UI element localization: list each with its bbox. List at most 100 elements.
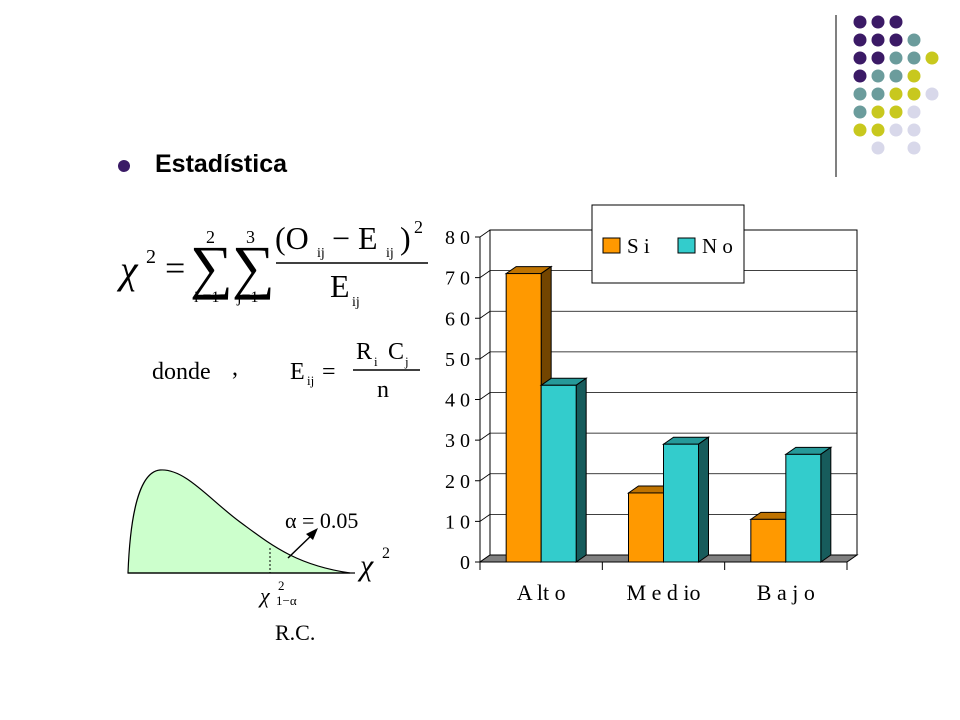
- sum2-lower: j=1: [236, 289, 258, 306]
- bullet-icon: [118, 160, 130, 172]
- bar-chart: 0 1 0 2 0 3 0 4 0 5 0 6 0 7 0 8 0 A lt o M e d io…: [445, 204, 859, 605]
- sum1-lower: i =1: [194, 289, 219, 306]
- decor-dot: [871, 141, 885, 155]
- frac-r: R: [356, 339, 372, 365]
- y-tick-label: 2 0: [445, 471, 470, 493]
- denominator: E: [330, 268, 350, 304]
- sigma-1-icon: ∑: [190, 234, 233, 300]
- decor-dot: [871, 15, 885, 29]
- numerator-minus: − E: [332, 220, 378, 256]
- frac-r-sub: i: [374, 354, 378, 369]
- numerator-close: ): [400, 220, 411, 256]
- e-sub: ij: [307, 373, 314, 388]
- bar: [785, 453, 822, 563]
- alpha-label: α = 0.05: [285, 508, 358, 533]
- bar: [540, 384, 577, 563]
- legend-label: S i: [627, 234, 650, 258]
- rc-label: R.C.: [275, 620, 315, 645]
- decor-dot: [853, 69, 867, 83]
- decor-dot: [853, 105, 867, 119]
- chi-axis-label: χ: [357, 549, 374, 582]
- side-grid-line: [479, 351, 491, 360]
- decor-dot: [889, 87, 903, 101]
- decor-dot: [907, 141, 921, 155]
- decor-dot: [853, 87, 867, 101]
- slide-heading: Estadística: [155, 150, 288, 178]
- denominator-sub: ij: [352, 295, 360, 310]
- bar: [663, 443, 699, 563]
- equals-sign: =: [165, 248, 185, 288]
- x-tick-label: B a j o: [757, 580, 815, 605]
- bar: [628, 492, 664, 563]
- numerator-sub-2: ij: [386, 246, 394, 261]
- y-tick-label: 3 0: [445, 430, 470, 452]
- chi-exponent: 2: [146, 246, 156, 268]
- decorative-divider: [835, 15, 837, 177]
- frac-c: C: [388, 339, 404, 365]
- bar: [750, 518, 787, 563]
- comma: ,: [232, 355, 238, 381]
- x-tick-label: M e d io: [627, 580, 701, 605]
- side-grid-line: [479, 310, 491, 319]
- decor-dot: [907, 105, 921, 119]
- sigma-2-icon: ∑: [232, 234, 275, 300]
- frac-c-sub: j: [404, 354, 409, 369]
- decor-dot: [871, 69, 885, 83]
- decor-dot: [871, 105, 885, 119]
- decor-dot: [853, 33, 867, 47]
- y-tick-label: 7 0: [445, 268, 470, 290]
- decor-dot: [871, 33, 885, 47]
- legend-label: N o: [702, 234, 733, 258]
- decorative-dot-grid: [853, 15, 939, 155]
- y-tick-label: 4 0: [445, 390, 470, 412]
- decor-dot: [853, 15, 867, 29]
- y-tick-label: 0: [460, 552, 470, 574]
- bar-side: [698, 436, 709, 563]
- side-grid-line: [479, 432, 491, 441]
- side-grid-line: [479, 514, 491, 522]
- donde-label: donde: [152, 359, 211, 385]
- chi-symbol: χ: [116, 247, 139, 292]
- decor-dot: [907, 51, 921, 65]
- numerator-exponent: 2: [414, 217, 423, 237]
- decor-dot: [853, 51, 867, 65]
- critical-value-label: χ: [258, 583, 271, 608]
- numerator-sub-1: ij: [317, 246, 325, 261]
- legend-swatch: [602, 237, 621, 254]
- critical-value-sub: 1−α: [276, 593, 297, 608]
- chi-square-formula: χ 2 = 2 ∑ i =1 3 ∑ j=1 (O ij − E ij ) 2 …: [116, 217, 428, 403]
- y-tick-label: 1 0: [445, 511, 470, 533]
- decor-dot: [889, 123, 903, 137]
- e-equals: =: [322, 359, 336, 385]
- side-grid-line: [479, 473, 491, 482]
- decor-dot: [853, 123, 867, 137]
- decor-dot: [889, 15, 903, 29]
- chart-x-labels: A lt o M e d io B a j o: [479, 562, 848, 605]
- decor-dot: [907, 87, 921, 101]
- chi-axis-exponent: 2: [382, 545, 390, 562]
- decor-dot: [889, 69, 903, 83]
- decor-dot: [871, 87, 885, 101]
- decor-dot: [907, 123, 921, 137]
- decor-dot: [907, 69, 921, 83]
- y-tick-label: 8 0: [445, 227, 470, 249]
- arrow-head-icon: [306, 528, 318, 540]
- sum2-upper: 3: [246, 227, 255, 247]
- side-grid-line: [479, 270, 491, 278]
- e-label: E: [290, 359, 305, 385]
- x-tick-label: A lt o: [517, 580, 566, 605]
- side-grid-line: [479, 229, 491, 238]
- critical-value-exponent: 2: [278, 578, 285, 593]
- decor-dot: [925, 87, 939, 101]
- frac-den: n: [377, 377, 389, 403]
- bar-side: [820, 446, 832, 563]
- bar: [505, 273, 542, 563]
- decor-dot: [871, 51, 885, 65]
- chart-bars: [504, 265, 833, 563]
- decor-dot: [925, 51, 939, 65]
- decor-dot: [889, 105, 903, 119]
- decor-dot: [907, 33, 921, 47]
- side-grid-line: [479, 392, 491, 400]
- decor-dot: [871, 123, 885, 137]
